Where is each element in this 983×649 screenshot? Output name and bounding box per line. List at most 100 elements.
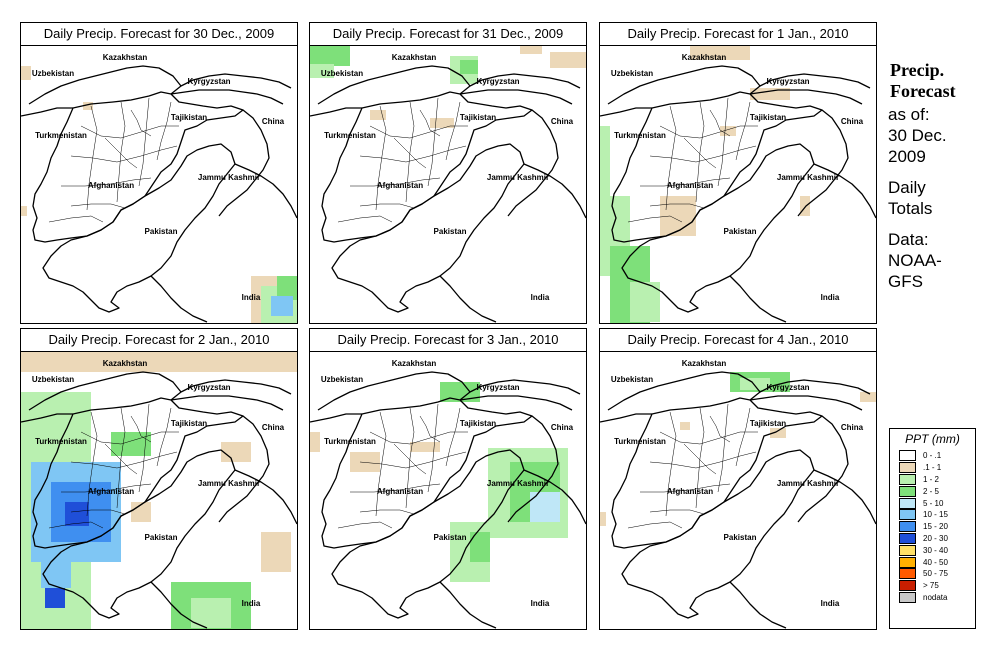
legend-swatch — [899, 485, 916, 497]
province-boundary — [350, 483, 441, 493]
province-boundary — [640, 177, 731, 187]
country-boundary — [439, 275, 497, 323]
precip-cell — [430, 118, 454, 128]
totals-line-1: Daily — [888, 178, 926, 197]
precip-map: Kazakhstan Uzbekistan Kyrgyzstan Tajikistan… — [21, 45, 297, 323]
legend-title: PPT (mm) — [905, 432, 960, 446]
country-label-jammu-kashmir: Jammu Kashmir — [487, 173, 549, 182]
precip-cell — [770, 428, 786, 438]
forecast-panel-6: Daily Precip. Forecast for 4 Jan., 2010 … — [599, 328, 877, 630]
precip-cell — [131, 502, 151, 522]
country-label-afghanistan: Afghanistan — [88, 181, 134, 190]
country-boundary — [439, 581, 497, 629]
country-label-kazakhstan: Kazakhstan — [392, 53, 437, 62]
country-label-india: India — [242, 293, 261, 302]
legend-item: 5 - 10 — [890, 497, 975, 509]
panel-title: Daily Precip. Forecast for 4 Jan., 2010 — [627, 332, 849, 347]
country-boundary — [729, 275, 787, 323]
legend-label: 50 - 75 — [923, 569, 948, 579]
country-label-jammu-kashmir: Jammu Kashmir — [198, 173, 260, 182]
country-label-jammu-kashmir: Jammu Kashmir — [487, 479, 549, 488]
country-label-kyrgyzstan: Kyrgyzstan — [766, 383, 809, 392]
province-boundary — [375, 105, 387, 211]
asof-date: 30 Dec. — [888, 126, 947, 145]
forecast-panel-3: Daily Precip. Forecast for 1 Jan., 2010 … — [599, 22, 877, 324]
precip-cell — [750, 88, 790, 100]
country-label-turkmenistan: Turkmenistan — [35, 131, 87, 140]
precip-cell — [261, 532, 291, 572]
legend-item: 40 - 50 — [890, 556, 975, 568]
country-boundary — [321, 397, 533, 549]
province-boundary — [86, 411, 98, 517]
country-boundary — [459, 395, 573, 411]
precip-cell — [600, 512, 606, 526]
province-boundary — [138, 403, 150, 493]
totals-line-2: Totals — [888, 199, 933, 218]
province-boundary — [627, 521, 683, 529]
province-boundary — [627, 215, 683, 223]
forecast-panel-1: Daily Precip. Forecast for 30 Dec., 2009… — [20, 22, 298, 324]
precip-cell — [21, 206, 27, 216]
country-boundary — [28, 65, 182, 105]
province-boundary — [659, 431, 758, 445]
legend-swatch — [899, 473, 916, 485]
panel-title: Daily Precip. Forecast for 1 Jan., 2010 — [627, 26, 849, 41]
country-boundary — [150, 581, 208, 629]
country-label-uzbekistan: Uzbekistan — [611, 69, 653, 78]
country-boundary — [42, 143, 236, 313]
country-label-afghanistan: Afghanistan — [377, 181, 423, 190]
legend-swatch — [899, 521, 916, 533]
country-boundary — [797, 415, 849, 523]
asof-label: as of: — [888, 105, 930, 124]
province-boundary — [427, 97, 439, 187]
country-boundary — [21, 107, 73, 117]
country-label-kazakhstan: Kazakhstan — [682, 53, 727, 62]
country-label-uzbekistan: Uzbekistan — [321, 375, 363, 384]
country-label-india: India — [821, 599, 840, 608]
province-boundary — [104, 137, 138, 169]
legend-item: 2 - 5 — [890, 485, 975, 497]
province-boundary — [445, 407, 461, 467]
province-boundary — [695, 101, 705, 203]
province-boundary — [649, 451, 757, 469]
province-boundary — [419, 109, 441, 137]
precip-cell — [350, 452, 380, 472]
country-boundary — [813, 469, 876, 525]
country-boundary — [797, 109, 849, 217]
legend-label: > 75 — [923, 581, 939, 591]
country-label-kazakhstan: Kazakhstan — [682, 359, 727, 368]
province-boundary — [683, 137, 717, 169]
province-boundary — [445, 101, 461, 161]
province-boundary — [138, 97, 150, 187]
legend-label: .1 - 1 — [923, 463, 942, 473]
province-boundary — [337, 521, 393, 529]
province-boundary — [116, 101, 126, 203]
data-source-1: NOAA- — [888, 251, 942, 270]
province-boundary — [359, 509, 415, 515]
province-boundary — [393, 443, 427, 475]
country-boundary — [621, 143, 815, 313]
country-label-tajikistan: Tajikistan — [171, 419, 207, 428]
province-boundary — [735, 407, 751, 467]
country-boundary — [611, 91, 823, 243]
legend-item: .1 - 1 — [890, 462, 975, 474]
province-boundary — [80, 125, 179, 139]
legend-swatch — [899, 509, 916, 521]
precip-cell — [271, 296, 293, 316]
legend-swatch — [899, 497, 916, 509]
map-canvas: Kazakhstan Uzbekistan Kyrgyzstan Tajikistan… — [310, 46, 586, 323]
precip-cell — [520, 46, 542, 54]
province-boundary — [116, 407, 126, 509]
province-boundary — [405, 101, 415, 203]
forecast-panel-2: Daily Precip. Forecast for 31 Dec., 2009… — [309, 22, 587, 324]
province-boundary — [48, 521, 104, 529]
country-boundary — [170, 379, 292, 401]
legend-item: 1 - 2 — [890, 473, 975, 486]
map-canvas: Kazakhstan Uzbekistan Kyrgyzstan Tajikistan… — [310, 359, 586, 629]
country-label-india: India — [242, 599, 261, 608]
country-label-afghanistan: Afghanistan — [377, 487, 423, 496]
province-boundary — [70, 203, 126, 209]
precip-cell — [860, 392, 876, 402]
country-label-kyrgyzstan: Kyrgyzstan — [476, 77, 519, 86]
country-label-pakistan: Pakistan — [145, 227, 178, 236]
